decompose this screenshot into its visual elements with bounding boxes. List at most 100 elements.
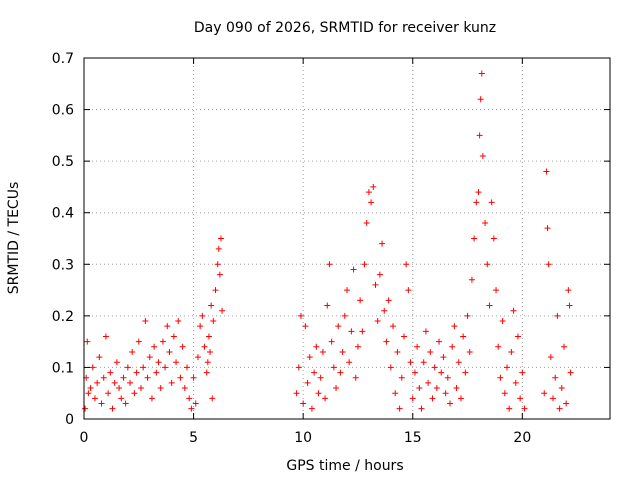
data-point bbox=[394, 348, 401, 355]
data-point bbox=[566, 302, 573, 309]
data-point bbox=[190, 374, 197, 381]
data-point bbox=[144, 374, 151, 381]
data-point bbox=[363, 220, 370, 227]
data-point bbox=[84, 338, 91, 345]
data-point bbox=[192, 400, 199, 407]
x-tick-label: 10 bbox=[294, 430, 312, 446]
data-point bbox=[137, 385, 144, 392]
data-point bbox=[541, 390, 548, 397]
y-tick-label: 0.3 bbox=[52, 257, 74, 273]
data-point bbox=[214, 261, 221, 268]
data-point bbox=[204, 359, 211, 366]
data-point bbox=[91, 395, 98, 402]
data-point bbox=[519, 369, 526, 376]
data-point bbox=[357, 297, 364, 304]
data-point bbox=[162, 364, 169, 371]
data-point bbox=[98, 400, 105, 407]
data-point bbox=[124, 364, 131, 371]
data-point bbox=[335, 323, 342, 330]
data-point bbox=[203, 369, 210, 376]
data-point bbox=[352, 374, 359, 381]
y-axis-label: SRMTID / TECUs bbox=[6, 182, 22, 295]
data-point bbox=[207, 348, 214, 355]
data-point bbox=[295, 364, 302, 371]
data-point bbox=[168, 379, 175, 386]
data-point bbox=[476, 132, 483, 139]
data-point bbox=[442, 390, 449, 397]
data-point bbox=[89, 364, 96, 371]
data-point bbox=[451, 323, 458, 330]
x-tick-label: 0 bbox=[80, 430, 89, 446]
data-point bbox=[155, 359, 162, 366]
data-point bbox=[184, 364, 191, 371]
data-point bbox=[414, 343, 421, 350]
data-point bbox=[506, 405, 513, 412]
data-point bbox=[166, 348, 173, 355]
data-point bbox=[475, 189, 482, 196]
data-point bbox=[479, 152, 486, 159]
data-point bbox=[517, 395, 524, 402]
data-point bbox=[107, 369, 114, 376]
data-point bbox=[151, 343, 158, 350]
data-point bbox=[514, 333, 521, 340]
y-tick-label: 0.5 bbox=[52, 154, 74, 170]
data-point bbox=[146, 354, 153, 361]
data-point bbox=[122, 400, 129, 407]
data-point bbox=[120, 374, 127, 381]
data-point bbox=[215, 245, 222, 252]
data-point bbox=[341, 312, 348, 319]
data-point bbox=[473, 199, 480, 206]
data-point bbox=[560, 343, 567, 350]
data-point bbox=[444, 374, 451, 381]
data-point bbox=[173, 359, 180, 366]
data-point bbox=[556, 405, 563, 412]
data-point bbox=[383, 338, 390, 345]
data-point bbox=[111, 379, 118, 386]
y-tick-label: 0.1 bbox=[52, 360, 74, 376]
data-point bbox=[471, 235, 478, 242]
data-point bbox=[429, 395, 436, 402]
data-point bbox=[420, 359, 427, 366]
data-point bbox=[308, 405, 315, 412]
data-point bbox=[188, 405, 195, 412]
data-point bbox=[109, 405, 116, 412]
data-point bbox=[550, 395, 557, 402]
data-point bbox=[385, 297, 392, 304]
data-point bbox=[400, 333, 407, 340]
data-point bbox=[466, 348, 473, 355]
plot-frame bbox=[83, 57, 611, 420]
gridlines bbox=[84, 58, 610, 419]
data-point bbox=[433, 385, 440, 392]
data-point bbox=[361, 261, 368, 268]
data-point bbox=[344, 287, 350, 294]
data-point bbox=[563, 400, 570, 407]
y-tick-label: 0.7 bbox=[52, 51, 74, 67]
data-series bbox=[82, 70, 574, 412]
data-point bbox=[199, 312, 206, 319]
data-point bbox=[100, 374, 107, 381]
data-point bbox=[297, 312, 304, 319]
data-point bbox=[219, 307, 226, 314]
data-point bbox=[440, 354, 447, 361]
data-point bbox=[468, 276, 475, 283]
data-point bbox=[409, 395, 416, 402]
data-point bbox=[311, 369, 318, 376]
data-point bbox=[181, 385, 188, 392]
data-point bbox=[96, 354, 103, 361]
tick-labels: 0 0.1 0.2 0.3 0.4 0.5 0.6 0.7 0 5 10 15 20 bbox=[52, 51, 532, 446]
data-point bbox=[324, 302, 331, 309]
data-point bbox=[148, 395, 155, 402]
data-point bbox=[484, 261, 491, 268]
data-point bbox=[396, 405, 403, 412]
data-point bbox=[567, 369, 574, 376]
data-point bbox=[478, 70, 485, 77]
data-point bbox=[186, 395, 193, 402]
data-point bbox=[449, 343, 456, 350]
data-point bbox=[453, 385, 460, 392]
x-tick-label: 20 bbox=[513, 430, 531, 446]
data-point bbox=[427, 348, 434, 355]
data-point bbox=[326, 261, 333, 268]
data-point bbox=[300, 400, 307, 407]
data-point bbox=[131, 390, 138, 397]
